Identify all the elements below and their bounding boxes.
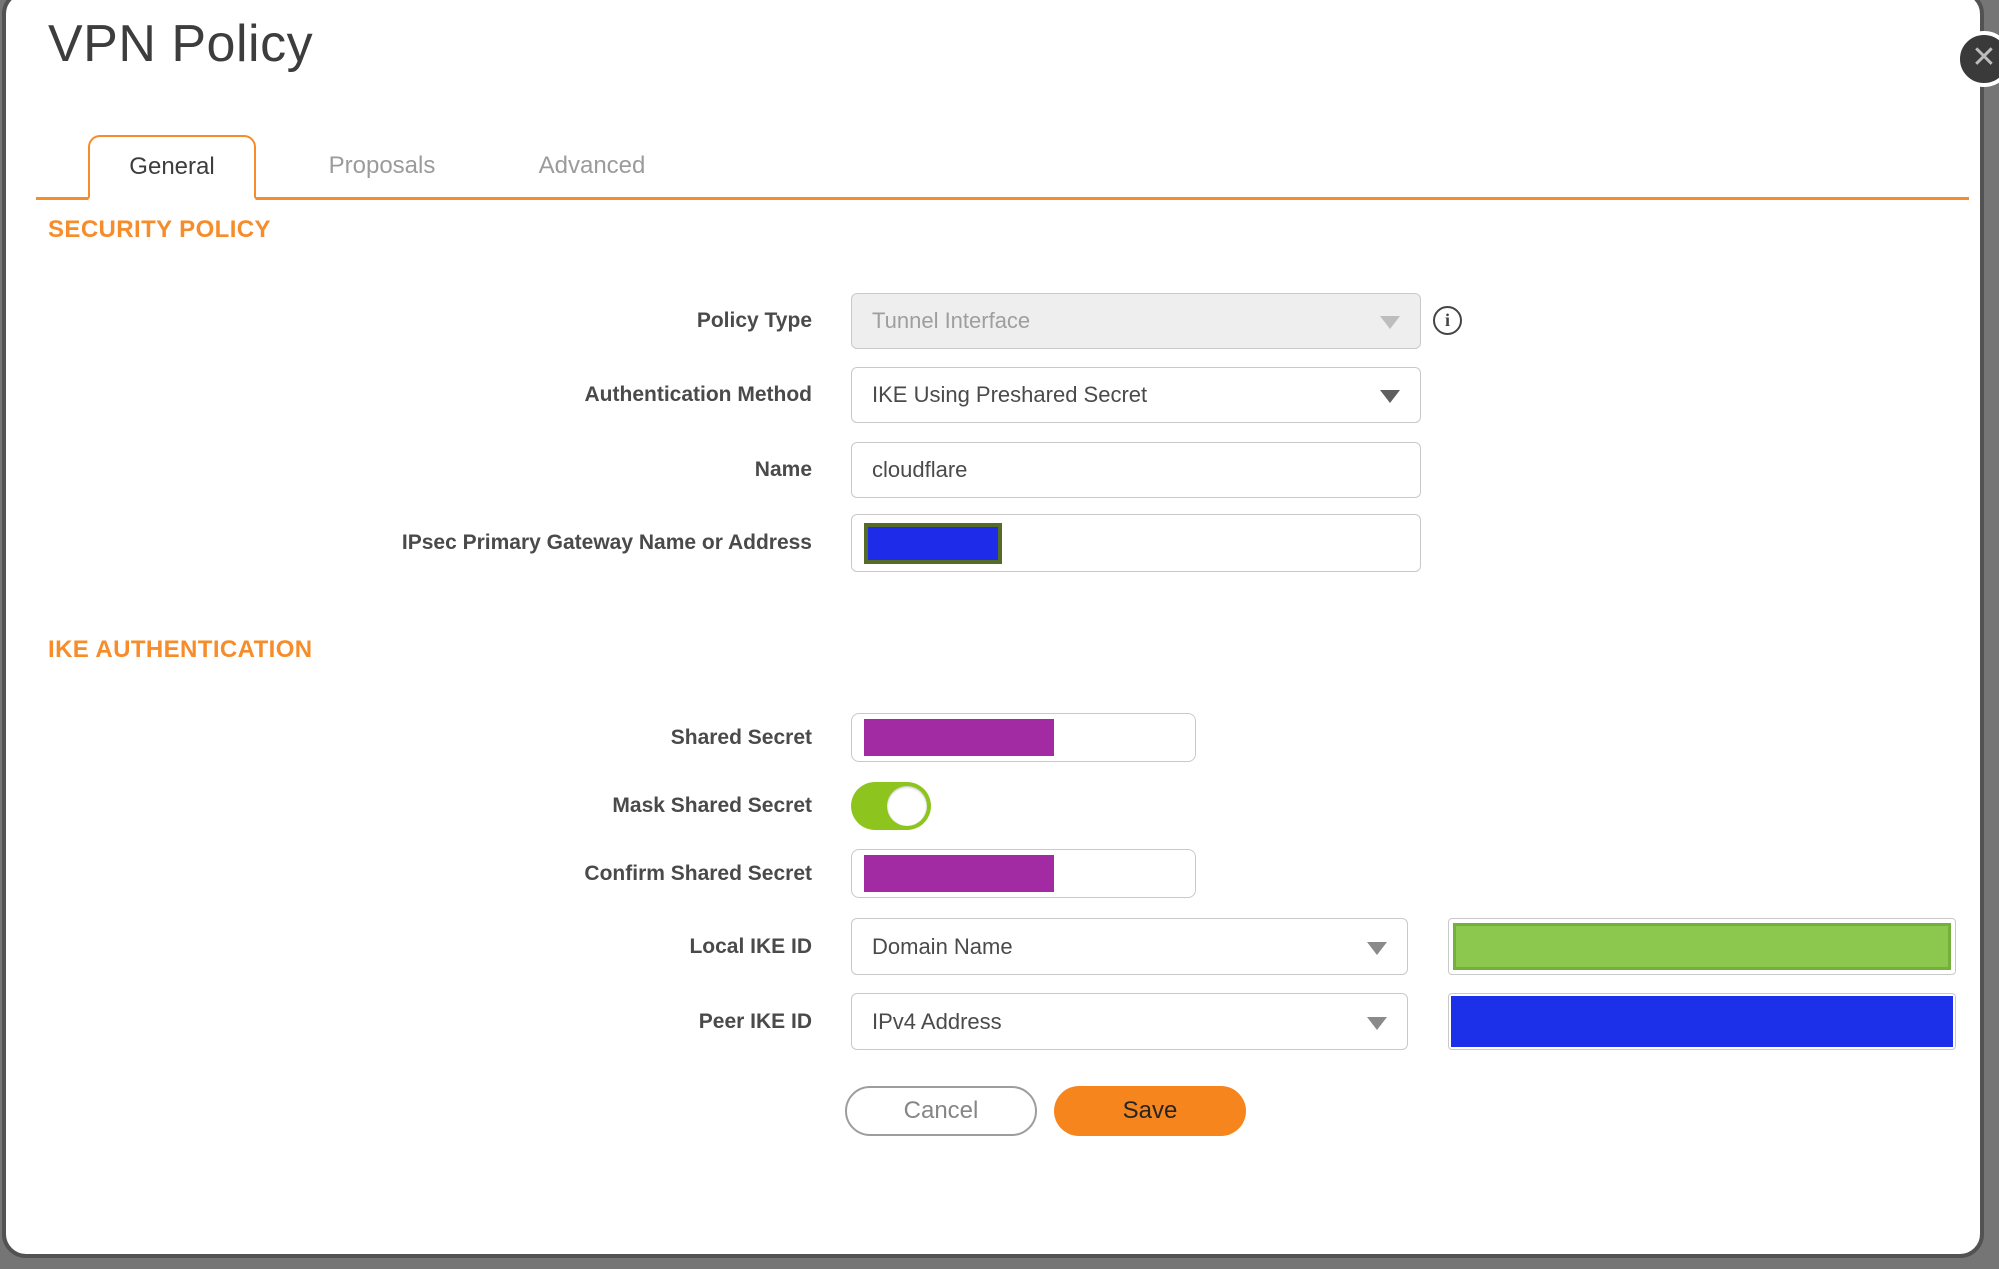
policy-type-label: Policy Type: [696, 309, 812, 332]
name-label: Name: [754, 458, 812, 481]
info-icon[interactable]: i: [1433, 306, 1462, 335]
peer-ike-id-row: Peer IKE ID IPv4 Address: [6, 993, 1980, 1050]
redacted-value: [1453, 923, 1951, 970]
tab-general[interactable]: General: [88, 135, 256, 200]
chevron-down-icon: [1380, 316, 1400, 329]
tab-advanced[interactable]: Advanced: [538, 152, 646, 179]
ipsec-primary-gateway-row: IPsec Primary Gateway Name or Address: [6, 514, 1980, 572]
local-ike-id-type-value: Domain Name: [872, 933, 1013, 959]
mask-shared-secret-label: Mask Shared Secret: [612, 794, 812, 817]
close-button[interactable]: ✕: [1956, 31, 1999, 87]
authentication-method-label: Authentication Method: [584, 383, 812, 406]
ipsec-primary-gateway-input[interactable]: [851, 514, 1421, 572]
authentication-method-select[interactable]: IKE Using Preshared Secret: [851, 367, 1421, 423]
authentication-method-row: Authentication Method IKE Using Preshare…: [6, 367, 1980, 423]
policy-type-row: Policy Type Tunnel Interface i: [6, 293, 1980, 349]
chevron-down-icon: [1367, 1016, 1387, 1030]
redacted-value: [864, 719, 1054, 756]
name-value: cloudflare: [872, 457, 968, 482]
confirm-shared-secret-input[interactable]: [851, 849, 1196, 898]
redacted-value: [1451, 996, 1953, 1047]
policy-type-select: Tunnel Interface: [851, 293, 1421, 349]
chevron-down-icon: [1367, 941, 1387, 955]
peer-ike-id-label: Peer IKE ID: [698, 1010, 812, 1033]
section-heading-security-policy: SECURITY POLICY: [48, 216, 271, 243]
peer-ike-id-value-input[interactable]: [1448, 993, 1956, 1050]
local-ike-id-label: Local IKE ID: [689, 935, 812, 958]
local-ike-id-type-select[interactable]: Domain Name: [851, 918, 1408, 975]
confirm-shared-secret-row: Confirm Shared Secret: [6, 849, 1980, 898]
save-button[interactable]: Save: [1054, 1086, 1246, 1136]
tab-bar: General Proposals Advanced: [36, 135, 1969, 200]
confirm-shared-secret-label: Confirm Shared Secret: [584, 862, 812, 885]
peer-ike-id-type-value: IPv4 Address: [872, 1008, 1002, 1034]
toggle-knob: [887, 786, 927, 826]
mask-shared-secret-toggle[interactable]: [851, 782, 931, 830]
shared-secret-label: Shared Secret: [670, 726, 812, 749]
mask-shared-secret-row: Mask Shared Secret: [6, 782, 1980, 830]
redacted-value: [864, 855, 1054, 892]
local-ike-id-value-input[interactable]: [1448, 918, 1956, 975]
shared-secret-input[interactable]: [851, 713, 1196, 762]
cancel-button[interactable]: Cancel: [845, 1086, 1037, 1136]
chevron-down-icon: [1380, 390, 1400, 403]
page-title: VPN Policy: [48, 15, 314, 73]
close-icon: ✕: [1971, 41, 1997, 74]
shared-secret-row: Shared Secret: [6, 713, 1980, 762]
name-row: Name cloudflare: [6, 442, 1980, 498]
authentication-method-value: IKE Using Preshared Secret: [872, 382, 1148, 407]
peer-ike-id-type-select[interactable]: IPv4 Address: [851, 993, 1408, 1050]
local-ike-id-row: Local IKE ID Domain Name: [6, 918, 1980, 975]
redacted-value: [864, 522, 1002, 564]
name-input[interactable]: cloudflare: [851, 442, 1421, 498]
policy-type-value: Tunnel Interface: [872, 308, 1031, 333]
tab-proposals[interactable]: Proposals: [328, 152, 436, 179]
section-heading-ike-authentication: IKE AUTHENTICATION: [48, 636, 313, 663]
ipsec-primary-gateway-label: IPsec Primary Gateway Name or Address: [401, 531, 812, 554]
